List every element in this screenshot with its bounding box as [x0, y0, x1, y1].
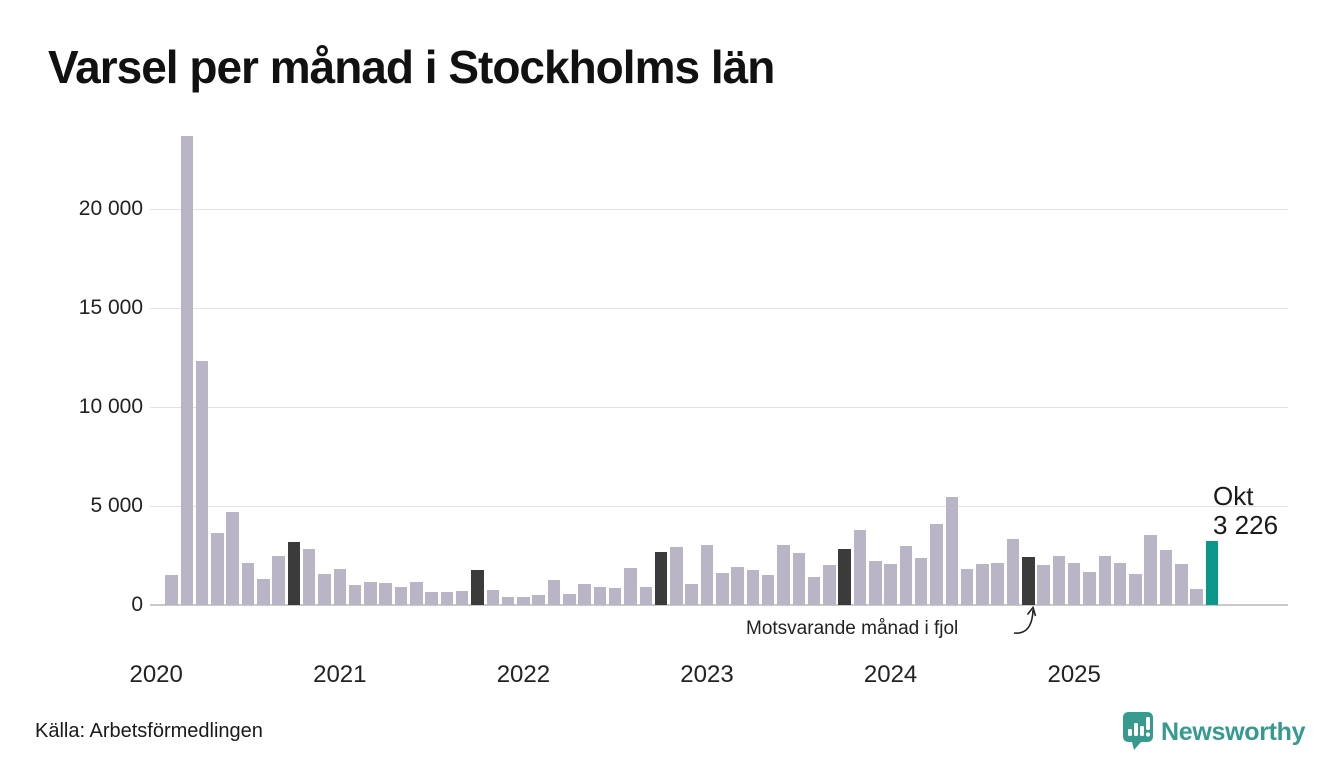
bar-2025-08[interactable]: [1175, 564, 1188, 605]
x-axis-line: [150, 604, 1288, 606]
y-axis-tick-label: 20 000: [78, 197, 143, 220]
current-month-value: 3 226: [1213, 510, 1279, 540]
bar-2025-06[interactable]: [1144, 534, 1157, 605]
bar-2023-05[interactable]: [761, 575, 775, 605]
bar-2024-03[interactable]: [914, 558, 928, 605]
current-month-label: Okt 3 226: [1213, 482, 1278, 540]
bar-2023-02[interactable]: [716, 573, 729, 605]
bar-2023-06[interactable]: [777, 544, 790, 605]
bar-2022-08[interactable]: [624, 568, 637, 605]
bar-2024-09[interactable]: [1006, 538, 1020, 605]
newsworthy-logo[interactable]: Newsworthy: [1115, 708, 1315, 758]
bar-2022-02[interactable]: [532, 595, 545, 605]
bar-2020-11[interactable]: [302, 548, 316, 605]
newsworthy-logo-icon: [1123, 712, 1153, 750]
gridline: [150, 407, 1288, 408]
bar-2025-04[interactable]: [1113, 563, 1127, 605]
bar-2023-03[interactable]: [731, 567, 744, 605]
newsworthy-logo-text: Newsworthy: [1161, 718, 1306, 746]
bar-2022-03[interactable]: [547, 579, 561, 605]
bar-2025-01[interactable]: [1067, 563, 1081, 605]
bar-2022-01[interactable]: [517, 597, 530, 605]
bar-2020-06[interactable]: [226, 511, 239, 605]
bar-2021-06[interactable]: [410, 582, 423, 605]
bar-2020-09[interactable]: [272, 555, 285, 605]
bar-2022-11[interactable]: [670, 546, 683, 605]
bar-2022-12[interactable]: [685, 584, 698, 605]
bar-2024-07[interactable]: [976, 564, 989, 605]
bar-2023-09[interactable]: [823, 565, 836, 605]
bar-2025-09[interactable]: [1190, 589, 1203, 605]
y-axis-tick-label: 10 000: [78, 395, 143, 418]
bar-2025-05[interactable]: [1129, 574, 1142, 605]
gridline: [150, 506, 1288, 507]
chart-title: Varsel per månad i Stockholms län: [48, 41, 775, 93]
bar-2020-02[interactable]: [165, 575, 178, 605]
bar-2024-08[interactable]: [991, 563, 1004, 605]
bar-2022-05[interactable]: [578, 584, 591, 605]
bar-2021-03[interactable]: [364, 582, 377, 605]
bar-2020-03[interactable]: [180, 135, 194, 605]
bar-2024-01[interactable]: [884, 564, 897, 605]
bar-2021-09[interactable]: [455, 591, 469, 605]
bar-2025-02[interactable]: [1083, 572, 1096, 605]
bar-2022-07[interactable]: [608, 588, 622, 605]
annotation-label: Motsvarande månad i fjol: [746, 618, 959, 639]
bar-2020-08[interactable]: [257, 579, 270, 605]
bar-2023-01[interactable]: [700, 544, 714, 605]
bar-2024-04[interactable]: [930, 523, 943, 605]
bar-2021-10[interactable]: [471, 570, 484, 605]
bar-2024-10[interactable]: [1022, 557, 1035, 605]
bar-2025-07[interactable]: [1159, 549, 1173, 605]
x-axis-year-label-2024: 2024: [863, 661, 918, 688]
source-label: Källa: Arbetsförmedlingen: [35, 720, 263, 742]
x-axis-year-label-2025: 2025: [1047, 661, 1101, 688]
bar-2021-02[interactable]: [348, 585, 362, 605]
bar-2023-11[interactable]: [853, 529, 867, 605]
bar-2024-02[interactable]: [899, 545, 913, 605]
gridline: [150, 308, 1288, 309]
bar-2023-10[interactable]: [838, 548, 851, 605]
bar-2024-11[interactable]: [1037, 565, 1050, 605]
y-axis-tick-label: 15 000: [78, 296, 143, 319]
bar-2024-06[interactable]: [960, 569, 974, 605]
bar-2020-05[interactable]: [211, 532, 224, 605]
x-axis-year-label-2022: 2022: [496, 661, 551, 688]
bar-2022-09[interactable]: [639, 587, 653, 605]
bar-2022-04[interactable]: [563, 594, 576, 605]
bar-2022-10[interactable]: [654, 551, 668, 605]
bar-2023-12[interactable]: [869, 561, 882, 605]
bar-2021-08[interactable]: [440, 592, 454, 605]
bar-2022-06[interactable]: [593, 586, 607, 605]
bar-2021-11[interactable]: [486, 590, 500, 605]
y-axis-tick-label: 5 000: [90, 494, 143, 517]
bar-2025-10[interactable]: [1205, 541, 1219, 605]
bar-2020-10[interactable]: [287, 541, 301, 605]
bar-2024-05[interactable]: [945, 497, 959, 605]
x-axis-year-label-2021: 2021: [313, 661, 367, 688]
bar-2020-07[interactable]: [241, 563, 255, 605]
bar-2021-05[interactable]: [394, 587, 408, 605]
bar-2023-07[interactable]: [792, 552, 806, 605]
current-month-name: Okt: [1213, 481, 1254, 511]
annotation-arrow-icon: [1013, 605, 1037, 634]
bar-2024-12[interactable]: [1052, 556, 1066, 605]
bar-2021-04[interactable]: [379, 583, 392, 605]
bar-2021-01[interactable]: [333, 569, 347, 605]
bar-2023-08[interactable]: [807, 577, 821, 605]
bar-2025-03[interactable]: [1098, 556, 1112, 605]
x-axis-year-label-2023: 2023: [680, 661, 734, 688]
y-axis-tick-label: 0: [131, 593, 143, 616]
gridline: [150, 209, 1288, 210]
bar-2021-12[interactable]: [501, 597, 515, 605]
bar-2021-07[interactable]: [425, 592, 438, 605]
x-axis-year-label-2020: 2020: [129, 661, 183, 688]
bar-2020-12[interactable]: [318, 574, 331, 605]
bar-2023-04[interactable]: [746, 570, 760, 605]
bar-2020-04[interactable]: [195, 361, 209, 605]
